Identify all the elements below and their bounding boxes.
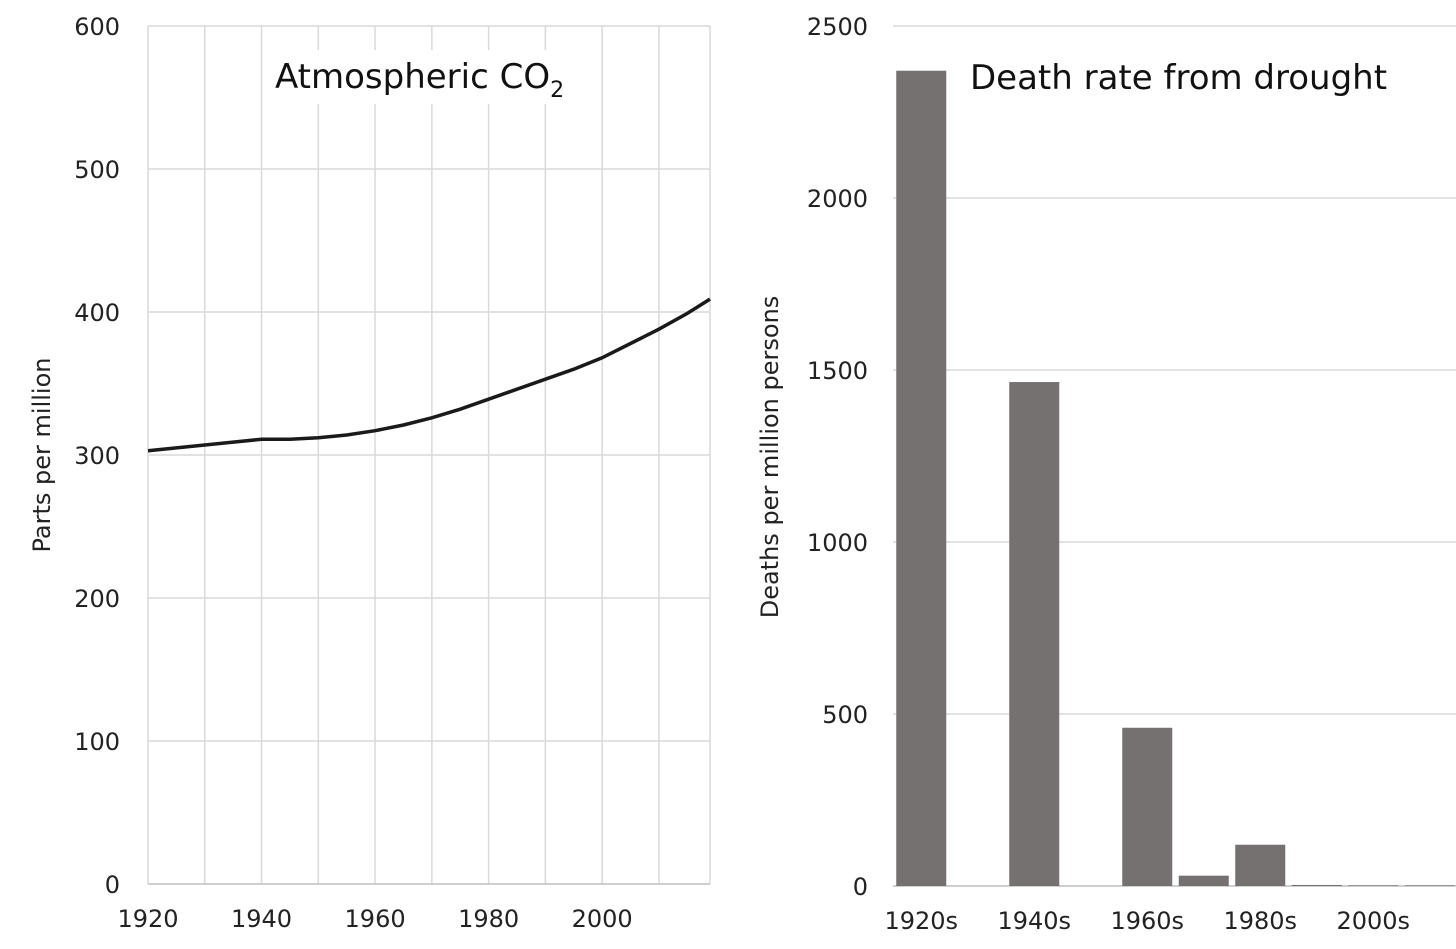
drought-x-tick-labels: 1920s 1940s 1960s 1980s 2000s xyxy=(884,907,1410,935)
drought-bar xyxy=(1235,844,1286,886)
co2-gridlines xyxy=(147,25,711,885)
co2-x-tick-label: 1920 xyxy=(117,905,178,933)
drought-x-tick-label: 1940s xyxy=(997,907,1071,935)
drought-y-tick-label: 0 xyxy=(853,873,868,901)
drought-bar xyxy=(1291,884,1342,886)
drought-gridlines xyxy=(893,25,1456,887)
co2-y-tick-label: 200 xyxy=(74,585,120,613)
drought-x-tick-label: 1920s xyxy=(884,907,958,935)
co2-title-backdrop xyxy=(268,50,598,104)
drought-bar xyxy=(1178,875,1229,886)
drought-x-tick-label: 1980s xyxy=(1223,907,1297,935)
drought-chart-title: Death rate from drought xyxy=(970,58,1387,98)
drought-bars xyxy=(896,70,1455,887)
drought-chart: 0 500 1000 1500 2000 2500 1920s 1940s 1960s 1980… xyxy=(756,13,1456,935)
drought-y-axis-title: Deaths per million persons xyxy=(756,296,784,619)
co2-x-tick-label: 2000 xyxy=(572,905,633,933)
co2-x-tick-label: 1980 xyxy=(458,905,519,933)
drought-bar xyxy=(1122,727,1173,886)
drought-bar xyxy=(896,70,947,887)
drought-bar xyxy=(1009,382,1060,886)
co2-y-tick-label: 100 xyxy=(74,728,120,756)
co2-y-tick-label: 600 xyxy=(74,13,120,41)
co2-x-tick-label: 1960 xyxy=(345,905,406,933)
co2-y-tick-label: 500 xyxy=(74,156,120,184)
co2-x-tick-label: 1940 xyxy=(231,905,292,933)
co2-y-tick-label: 400 xyxy=(74,299,120,327)
drought-y-tick-label: 2000 xyxy=(807,185,868,213)
drought-y-tick-label: 500 xyxy=(822,701,868,729)
drought-y-tick-label: 1500 xyxy=(807,357,868,385)
co2-chart-title: Atmospheric CO2 xyxy=(275,57,564,103)
drought-title-backdrop xyxy=(962,52,1414,102)
co2-y-tick-label: 0 xyxy=(105,871,120,899)
drought-x-tick-label: 1960s xyxy=(1110,907,1184,935)
co2-title-subscript: 2 xyxy=(550,78,564,103)
drought-x-tick-label: 2000s xyxy=(1336,907,1410,935)
co2-y-tick-labels: 0 100 200 300 400 500 600 xyxy=(74,13,120,899)
co2-y-tick-label: 300 xyxy=(74,442,120,470)
drought-bar xyxy=(1348,885,1399,886)
co2-title-text: Atmospheric CO xyxy=(275,57,550,97)
co2-x-tick-labels: 1920 1940 1960 1980 2000 xyxy=(117,905,632,933)
drought-y-tick-label: 2500 xyxy=(807,13,868,41)
drought-y-tick-label: 1000 xyxy=(807,529,868,557)
drought-y-tick-labels: 0 500 1000 1500 2000 2500 xyxy=(807,13,868,901)
co2-series-line xyxy=(147,297,711,453)
drought-bar xyxy=(1404,885,1455,886)
co2-y-axis-title: Parts per million xyxy=(28,358,56,553)
co2-chart: 0 100 200 300 400 500 600 1920 1940 1960 1980 2000… xyxy=(28,13,711,933)
